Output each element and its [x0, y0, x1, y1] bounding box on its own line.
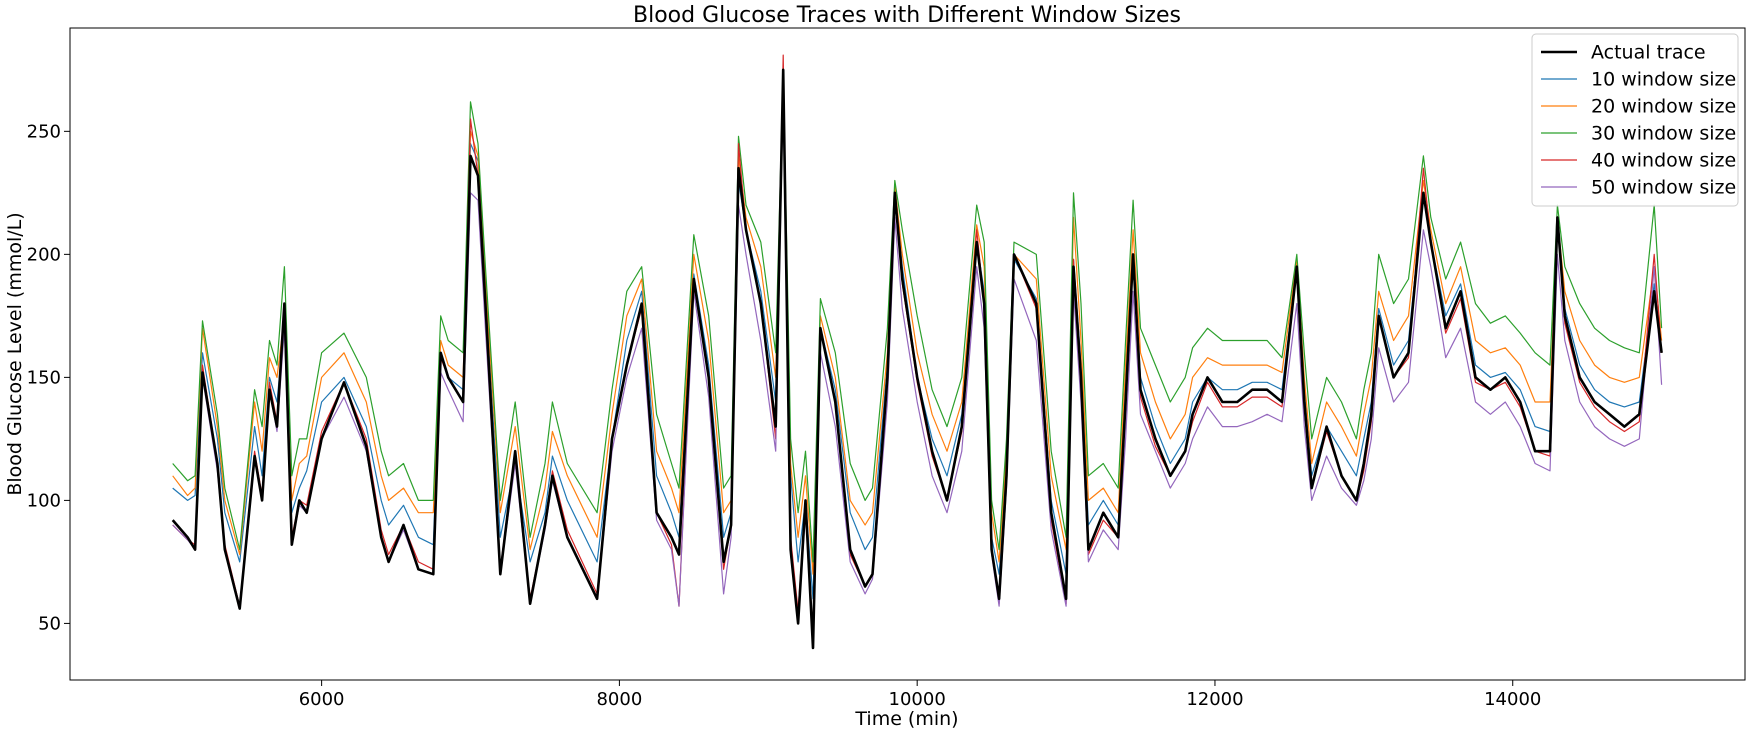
legend-box [1531, 33, 1739, 207]
y-axis: 50 100 150 200 250 [27, 121, 70, 634]
x-tick-label: 8000 [596, 689, 642, 710]
x-tick-label: 14000 [1484, 689, 1541, 710]
x-tick-label: 10000 [889, 689, 946, 710]
x-axis-label: Time (min) [854, 708, 958, 730]
y-tick-label: 100 [27, 490, 61, 511]
chart-title: Blood Glucose Traces with Different Wind… [633, 3, 1181, 28]
y-tick-label: 150 [27, 367, 61, 388]
series-layer [171, 54, 1663, 650]
legend-label-1: 10 window size [1591, 69, 1736, 91]
series-line-0 [171, 68, 1663, 650]
series-line-4 [172, 54, 1663, 637]
series-line-2 [172, 76, 1663, 575]
y-tick-label: 200 [27, 244, 61, 265]
x-tick-label: 6000 [299, 689, 345, 710]
series-line-1 [172, 81, 1663, 600]
legend-label-0: Actual trace [1591, 42, 1706, 64]
legend-label-5: 50 window size [1591, 177, 1736, 199]
x-tick-label: 12000 [1186, 689, 1243, 710]
y-tick-label: 50 [38, 613, 61, 634]
legend-label-4: 40 window size [1591, 150, 1736, 172]
y-tick-label: 250 [27, 121, 61, 142]
legend-label-3: 30 window size [1591, 123, 1736, 145]
plot-frame [69, 27, 1746, 681]
x-axis: 6000 8000 10000 12000 14000 [299, 680, 1541, 710]
y-axis-label: Blood Glucose Level (mmol/L) [4, 212, 26, 495]
legend-label-2: 20 window size [1591, 96, 1736, 118]
legend: Actual trace 10 window size 20 window size… [1531, 33, 1739, 207]
series-line-3 [172, 69, 1663, 563]
